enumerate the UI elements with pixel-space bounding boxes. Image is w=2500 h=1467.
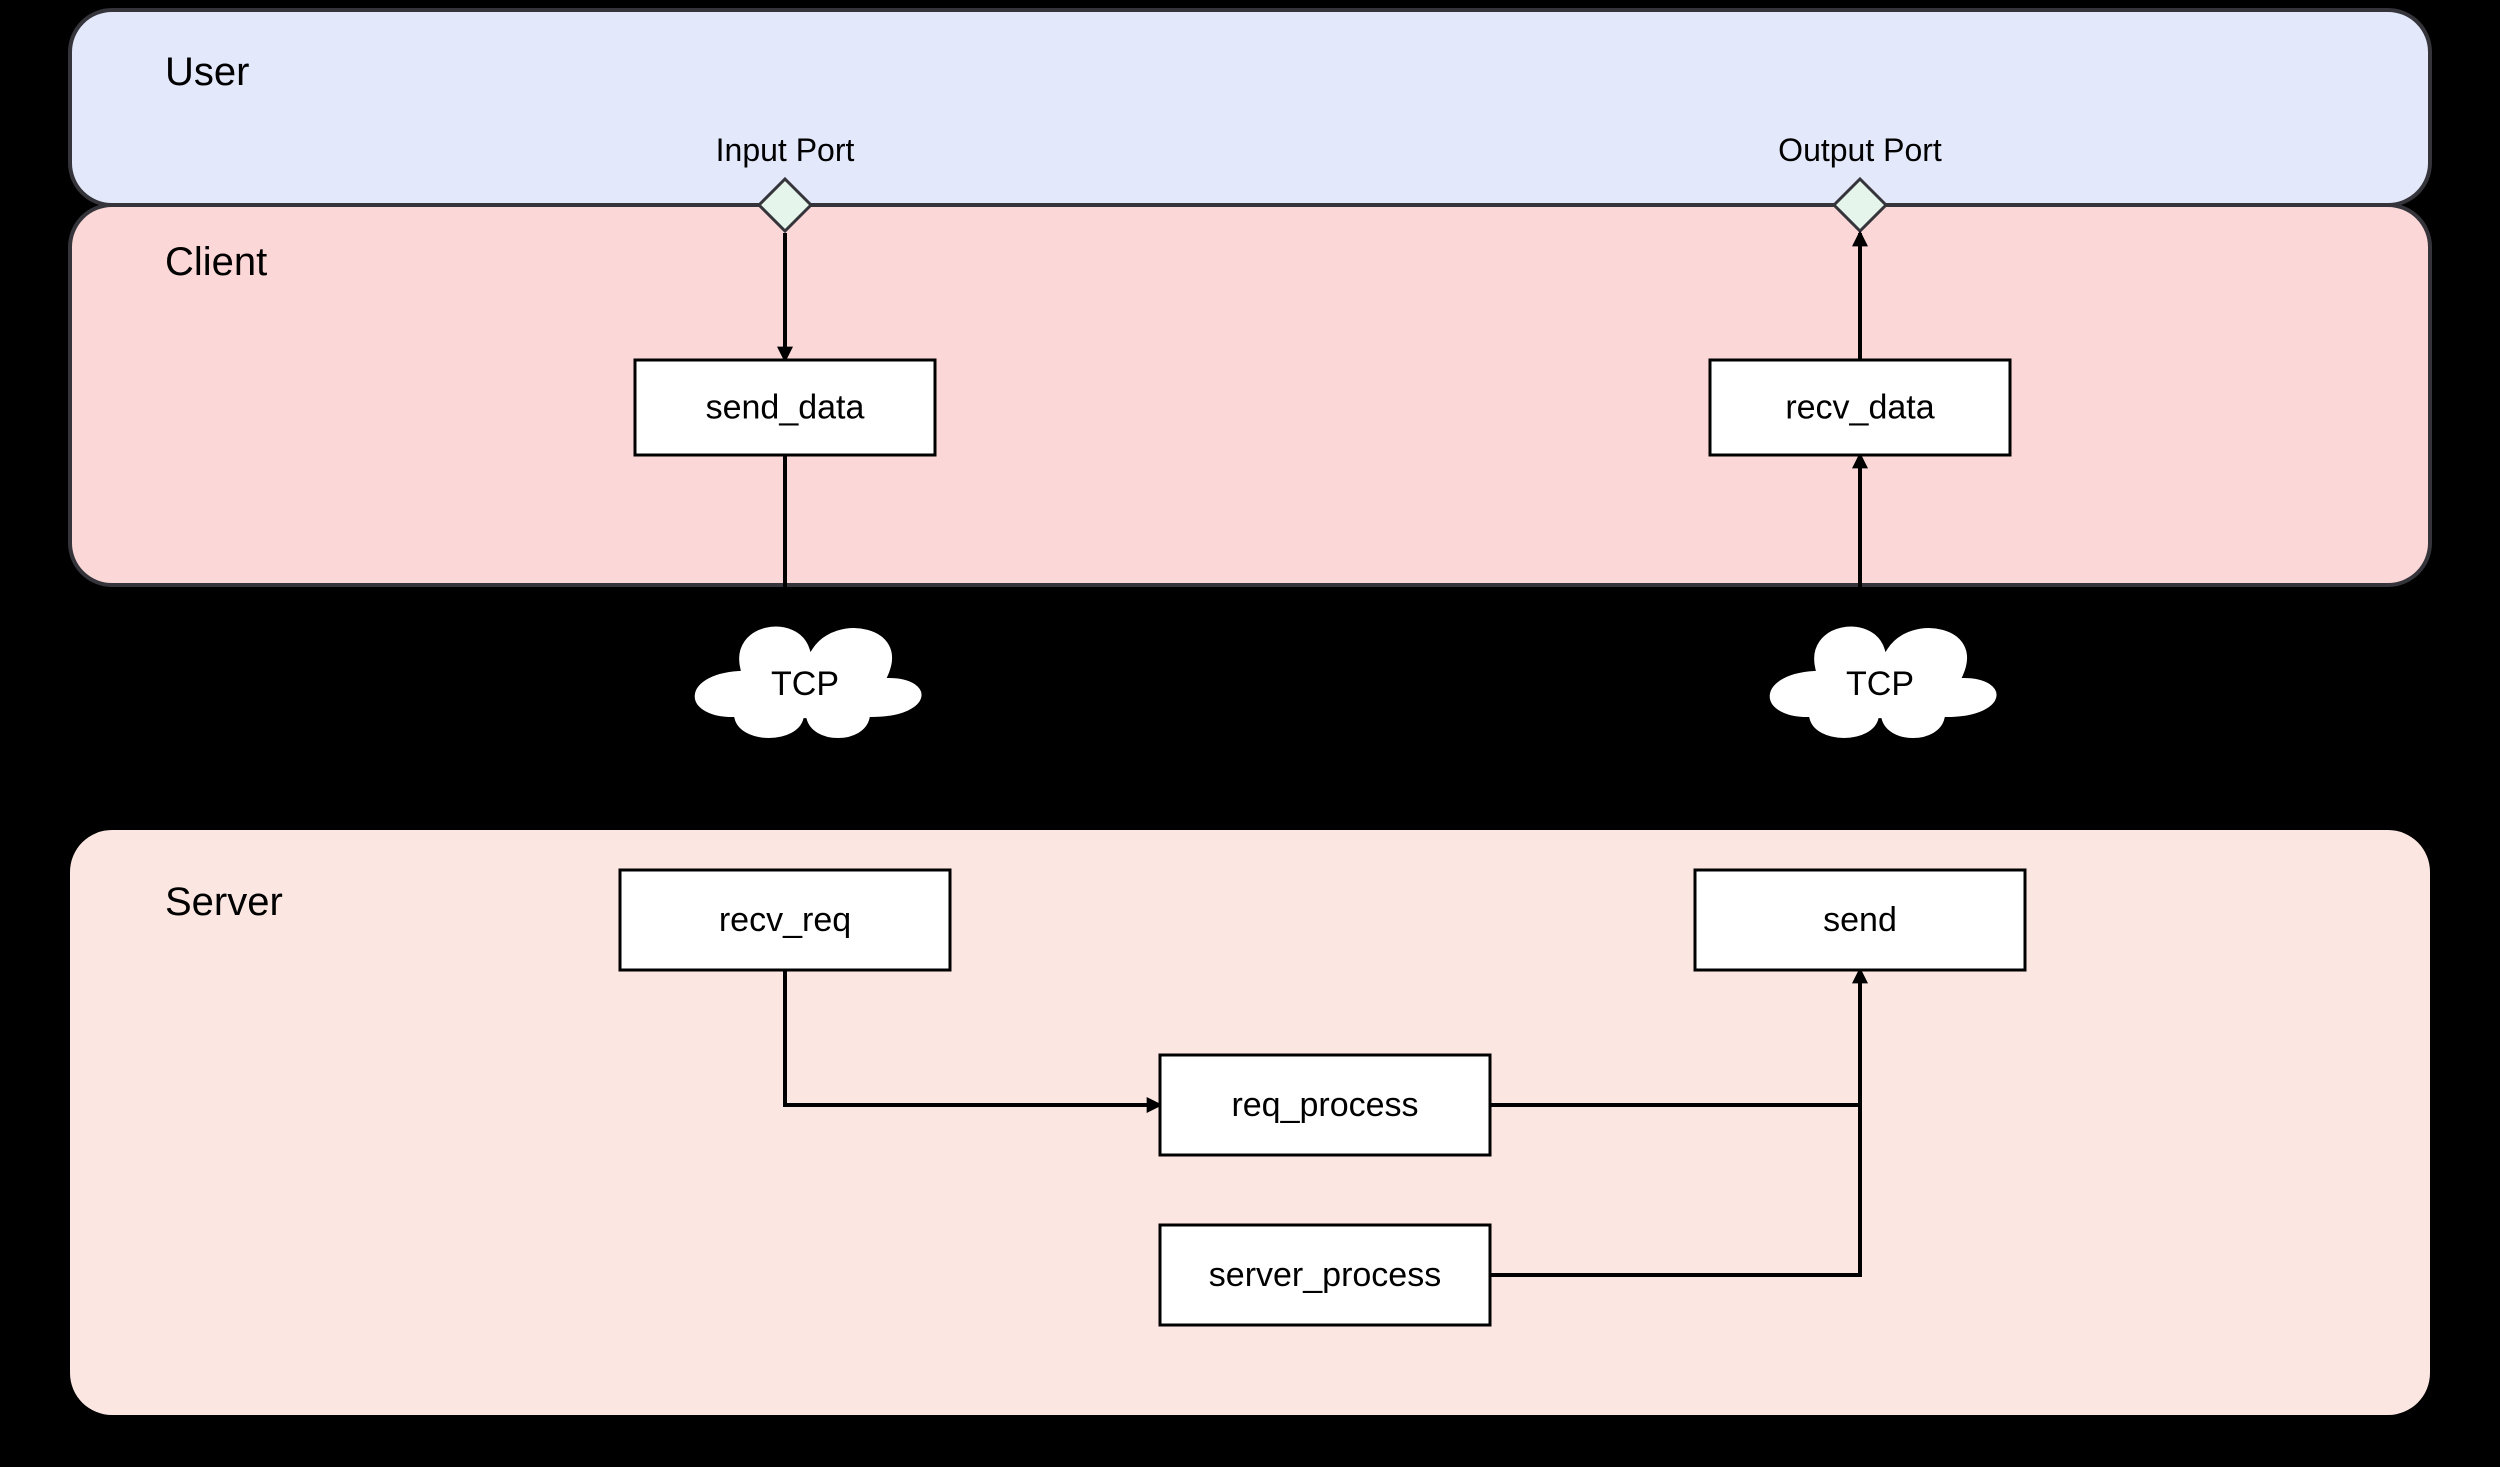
box-req_process: req_process — [1160, 1055, 1490, 1155]
box-label-server_process: server_process — [1209, 1256, 1441, 1294]
box-label-req_process: req_process — [1231, 1086, 1418, 1124]
box-recv_req: recv_req — [620, 870, 950, 970]
port-label-input: Input Port — [716, 132, 855, 168]
lane-client — [70, 205, 2430, 585]
lane-label-user: User — [165, 50, 249, 94]
cloud-label-tcp_left: TCP — [771, 665, 839, 703]
box-send_data: send_data — [635, 360, 935, 455]
box-recv_data: recv_data — [1710, 360, 2010, 455]
box-label-send: send — [1823, 901, 1897, 939]
cloud-label-tcp_right: TCP — [1846, 665, 1914, 703]
box-label-send_data: send_data — [706, 388, 865, 426]
lane-label-server: Server — [165, 880, 283, 924]
lane-user — [70, 10, 2430, 205]
box-label-recv_req: recv_req — [719, 901, 851, 939]
lane-label-client: Client — [165, 240, 267, 284]
port-label-output: Output Port — [1778, 132, 1942, 168]
box-send: send — [1695, 870, 2025, 970]
box-server_process: server_process — [1160, 1225, 1490, 1325]
box-label-recv_data: recv_data — [1785, 388, 1934, 426]
